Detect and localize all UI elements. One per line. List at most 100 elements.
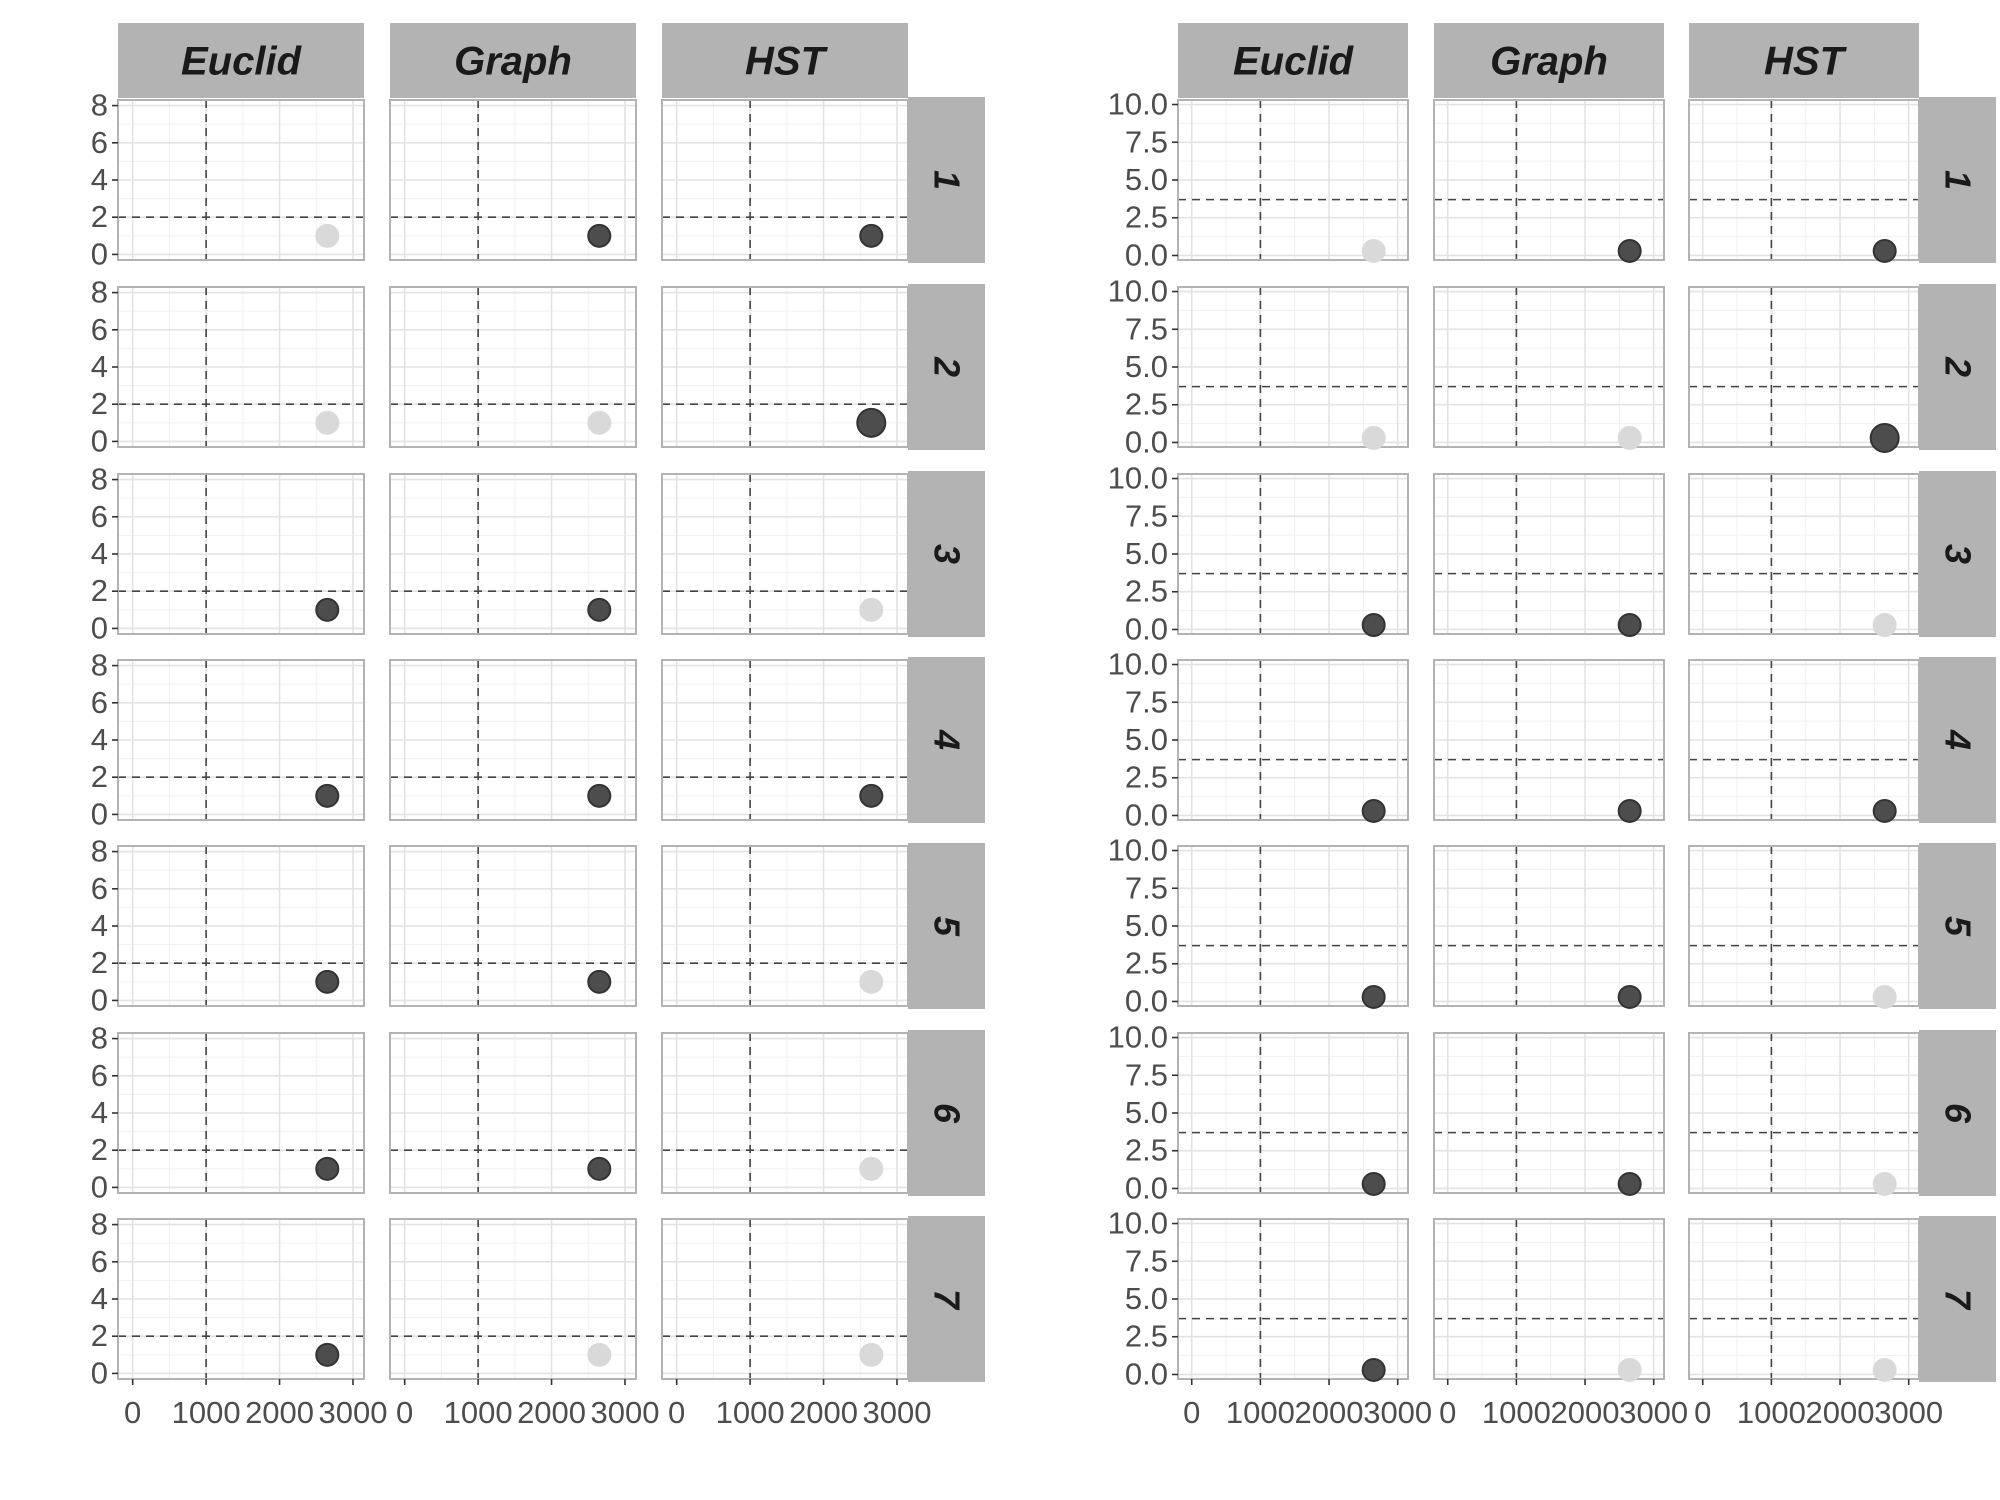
row-strip-1	[1919, 97, 1996, 263]
y-tick-label: 7.5	[1125, 311, 1168, 346]
y-tick-label: 10.0	[1108, 833, 1168, 868]
y-tick-label: 2.5	[1125, 387, 1168, 422]
x-tick-label: 3000	[1874, 1395, 1943, 1430]
data-point	[1617, 984, 1642, 1009]
panel-border	[389, 1032, 637, 1194]
y-tick-label: 7.5	[1125, 1243, 1168, 1278]
y-tick-label: 0.0	[1125, 237, 1168, 272]
row-strip-label: 5	[927, 916, 968, 937]
panel-border	[1688, 845, 1920, 1007]
y-tick-label: 5.0	[1125, 536, 1168, 571]
y-tick-label: 7.5	[1125, 124, 1168, 159]
y-tick-label: 8	[91, 648, 108, 683]
x-tick-label: 1000	[172, 1395, 241, 1430]
row-strip-label: 2	[927, 356, 968, 377]
panel-border	[389, 99, 637, 261]
data-point	[859, 1156, 884, 1181]
panel-4-hst	[661, 659, 909, 821]
y-tick-label: 4	[91, 908, 108, 943]
y-tick-label: 6	[91, 499, 108, 534]
y-tick-label: 0	[91, 1355, 108, 1390]
column-strip-euclid	[118, 23, 364, 98]
panel-7-graph	[1433, 1218, 1665, 1382]
data-point	[315, 1342, 340, 1367]
y-tick-label: 10.0	[1108, 87, 1168, 122]
row-strip-label: 3	[927, 544, 968, 564]
y-tick-label: 4	[91, 1281, 108, 1316]
panel-2-euclid	[1177, 286, 1409, 450]
panel-2-graph	[1433, 286, 1665, 450]
x-tick-label: 0	[396, 1395, 413, 1430]
y-tick-label: 2	[91, 1132, 108, 1167]
column-strip-label: Euclid	[1233, 40, 1355, 84]
y-tick-label: 5.0	[1125, 349, 1168, 384]
y-tick-label: 2.5	[1125, 946, 1168, 981]
panel-border	[661, 99, 909, 261]
column-strip-label: Euclid	[181, 40, 303, 84]
panel-7-graph	[389, 1218, 637, 1380]
x-tick-label: 3000	[1363, 1395, 1432, 1430]
column-strip-graph	[1434, 23, 1664, 98]
y-tick-label: 0	[91, 236, 108, 271]
panel-border	[1433, 845, 1665, 1007]
row-strip-5	[1919, 843, 1996, 1009]
data-point	[859, 1342, 884, 1367]
column-strip-graph	[390, 23, 636, 98]
row-strip-label: 6	[927, 1103, 968, 1124]
panel-border	[1433, 1218, 1665, 1380]
y-tick-label: 8	[91, 88, 108, 123]
y-tick-label: 2	[91, 386, 108, 421]
y-tick-label: 10.0	[1108, 1206, 1168, 1241]
panel-3-euclid	[117, 473, 365, 635]
y-tick-label: 6	[91, 871, 108, 906]
y-tick-label: 0	[91, 610, 108, 645]
y-tick-label: 0	[91, 1169, 108, 1204]
row-strip-label: 5	[1938, 916, 1979, 937]
x-tick-label: 0	[1439, 1395, 1456, 1430]
y-tick-label: 10.0	[1108, 461, 1168, 496]
panel-border	[1688, 99, 1920, 261]
panel-1-hst	[1688, 99, 1920, 263]
data-point	[1872, 1357, 1897, 1382]
panel-border	[389, 1218, 637, 1380]
y-tick-label: 4	[91, 162, 108, 197]
panel-border	[661, 845, 909, 1007]
panel-4-hst	[1688, 659, 1920, 823]
y-tick-label: 0.0	[1125, 611, 1168, 646]
row-strip-2	[908, 284, 985, 450]
row-strip-7	[908, 1216, 985, 1382]
column-strip-hst	[1689, 23, 1919, 98]
y-tick-label: 2.5	[1125, 574, 1168, 609]
y-tick-label: 0.0	[1125, 797, 1168, 832]
y-tick-label: 6	[91, 1244, 108, 1279]
panel-border	[661, 1218, 909, 1380]
y-tick-label: 5.0	[1125, 722, 1168, 757]
chart-1: Euclid Graph HST12345670246802468024680246…	[91, 23, 985, 1430]
data-point	[1617, 798, 1642, 823]
x-tick-label: 0	[668, 1395, 685, 1430]
panel-4-graph	[389, 659, 637, 821]
x-tick-label: 2000	[245, 1395, 314, 1430]
panel-6-graph	[389, 1032, 637, 1194]
panel-border	[1433, 99, 1665, 261]
panel-border	[1433, 473, 1665, 635]
row-strip-label: 2	[1938, 356, 1979, 377]
data-point	[1361, 425, 1386, 450]
panel-border	[389, 845, 637, 1007]
panel-border	[389, 473, 637, 635]
row-strip-label: 3	[1938, 544, 1979, 564]
y-tick-label: 6	[91, 685, 108, 720]
x-tick-label: 0	[124, 1395, 141, 1430]
y-tick-label: 4	[91, 349, 108, 384]
data-point	[315, 969, 340, 994]
panel-5-hst	[1688, 845, 1920, 1009]
x-tick-label: 3000	[1619, 1395, 1688, 1430]
row-strip-1	[908, 97, 985, 263]
column-strip-label: HST	[1764, 40, 1848, 84]
row-strip-label: 4	[1938, 729, 1979, 750]
panel-border	[1688, 286, 1920, 448]
data-point	[859, 783, 884, 808]
panel-border	[661, 1032, 909, 1194]
y-tick-label: 0.0	[1125, 1356, 1168, 1391]
